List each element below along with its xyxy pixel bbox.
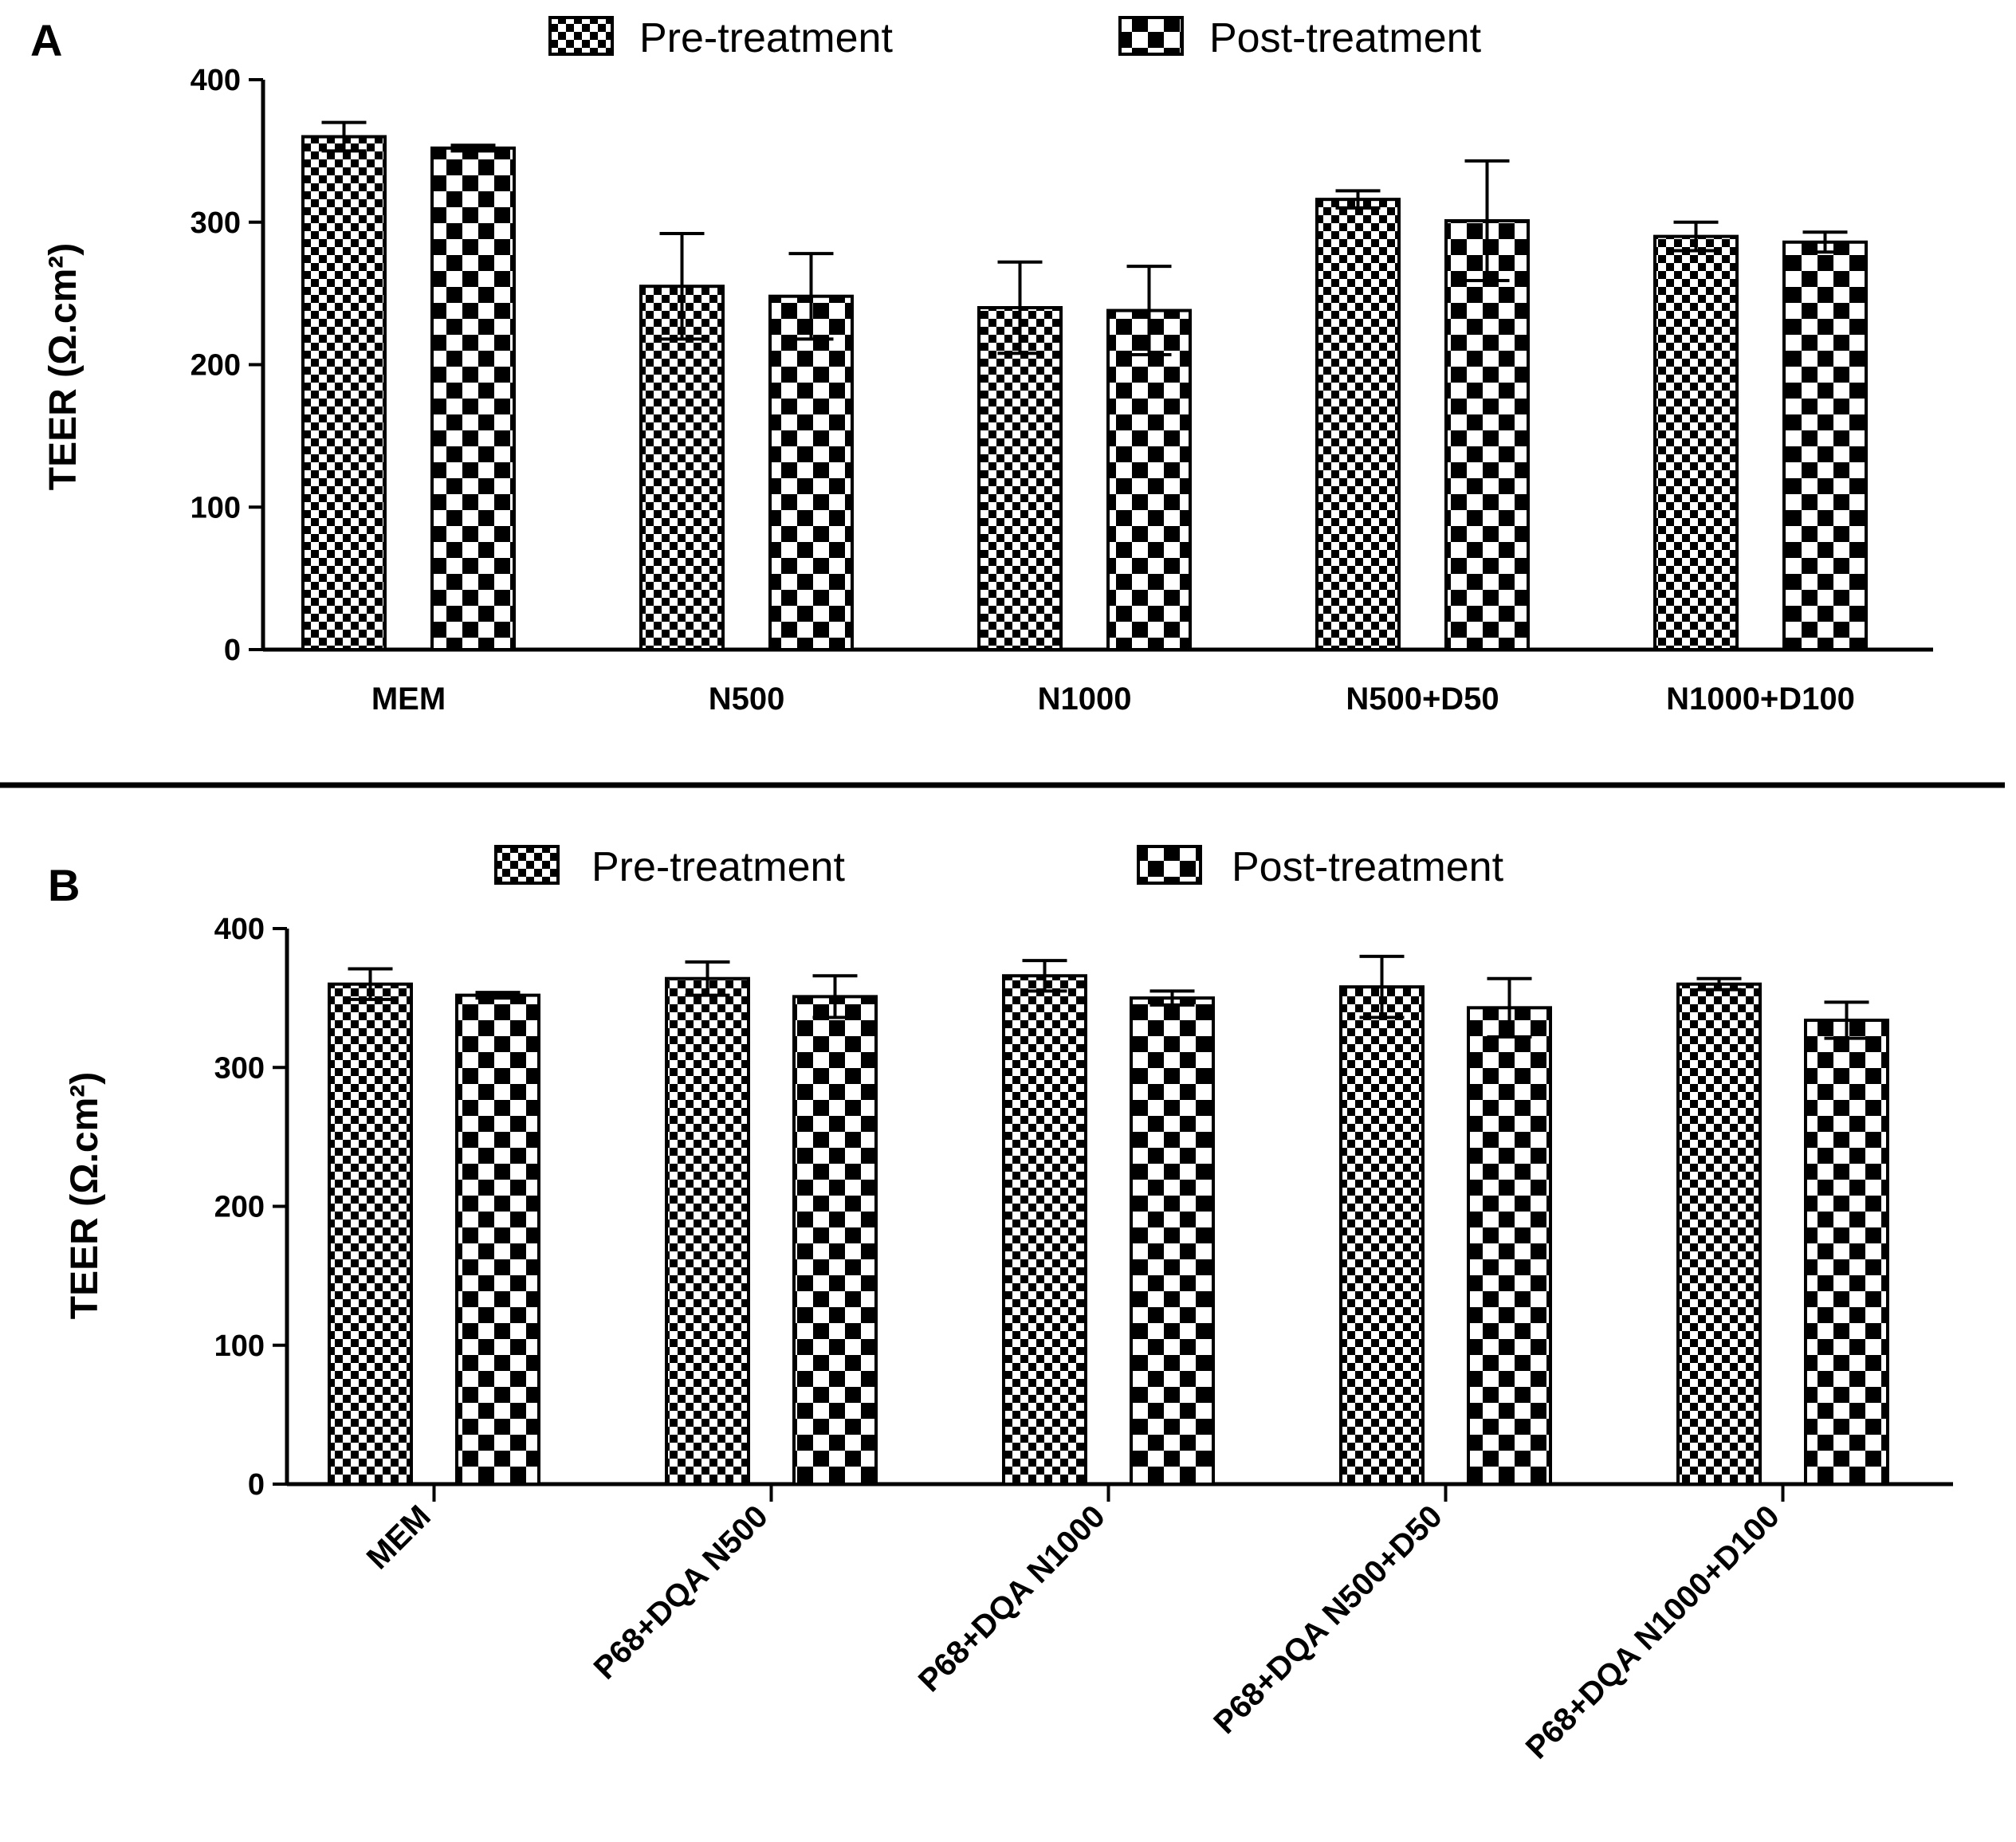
y-tick-label: 300 <box>214 1051 265 1085</box>
bar-post-category-0 <box>430 146 516 652</box>
panel-a: A Pre-treatment Post-treatment TEER (Ω.c… <box>30 15 1933 717</box>
panel-a-ylabel: TEER (Ω.cm²) <box>42 243 84 491</box>
bar-post-category-4 <box>1782 240 1868 651</box>
bar-pre-category-4 <box>1653 234 1739 651</box>
legend-a: Pre-treatment Post-treatment <box>548 15 1482 61</box>
x-category-label: P68+DQA N500+D50 <box>1207 1498 1449 1741</box>
plot-b: 0 100 200 300 400 MEM P68+DQA N500 P68+DQA N100… <box>214 913 1953 1765</box>
x-category-label: P68+DQA N1000+D100 <box>1519 1498 1786 1765</box>
y-tick-label: 200 <box>191 349 241 383</box>
bar-post-category-2 <box>1106 308 1192 651</box>
legend-b: Pre-treatment Post-treatment <box>494 844 1504 890</box>
bar-pre-category-0 <box>328 982 413 1486</box>
legend-a-pre-label: Pre-treatment <box>639 15 893 61</box>
panel-a-letter: A <box>30 15 62 65</box>
bar-pre-category-3 <box>1339 985 1425 1487</box>
x-category-label: MEM <box>371 681 446 717</box>
bar-pre-category-2 <box>1002 974 1087 1486</box>
legend-a-pre-swatch <box>548 16 614 56</box>
y-tick-label: 300 <box>191 206 241 240</box>
bar-post-category-1 <box>792 995 878 1486</box>
panel-b-letter: B <box>48 860 80 910</box>
x-category-label: N1000 <box>1038 681 1132 717</box>
bar-post-category-3 <box>1444 218 1530 651</box>
bar-pre-category-4 <box>1676 982 1762 1486</box>
legend-a-post-label: Post-treatment <box>1209 15 1482 61</box>
y-tick-label: 100 <box>191 491 241 524</box>
x-category-label: P68+DQA N500 <box>588 1498 775 1686</box>
x-category-label: MEM <box>360 1498 438 1576</box>
panel-b-ylabel: TEER (Ω.cm²) <box>64 1072 106 1320</box>
y-tick-label: 0 <box>224 634 241 667</box>
plot-a: 0 100 200 300 400 MEM N500 N1000 N500+D50 N1000+D… <box>191 64 1933 717</box>
y-tick-label: 200 <box>214 1191 265 1224</box>
bar-post-category-4 <box>1804 1019 1889 1486</box>
y-tick-label: 100 <box>214 1329 265 1363</box>
legend-b-post-label: Post-treatment <box>1232 844 1504 890</box>
bar-post-category-1 <box>768 294 854 651</box>
bar-pre-category-3 <box>1315 198 1401 651</box>
x-category-label: N500 <box>709 681 785 717</box>
bar-post-category-2 <box>1130 996 1215 1486</box>
y-tick-label: 0 <box>248 1468 265 1502</box>
panel-b: B Pre-treatment Post-treatment TEER (Ω.c… <box>48 844 1953 1765</box>
bar-pre-category-0 <box>301 135 387 651</box>
bar-pre-category-2 <box>977 306 1063 651</box>
bar-post-category-3 <box>1467 1006 1552 1486</box>
bar-pre-category-1 <box>665 976 750 1486</box>
legend-a-post-swatch <box>1118 16 1184 56</box>
bar-post-category-0 <box>455 993 540 1486</box>
legend-b-pre-label: Pre-treatment <box>591 844 845 890</box>
x-category-label: N500+D50 <box>1346 681 1499 717</box>
x-category-label: P68+DQA N1000 <box>912 1498 1112 1699</box>
x-category-label: N1000+D100 <box>1666 681 1855 717</box>
y-tick-label: 400 <box>191 64 241 97</box>
legend-b-post-swatch <box>1137 845 1202 885</box>
bar-pre-category-1 <box>639 285 725 651</box>
legend-b-pre-swatch <box>494 845 560 885</box>
y-tick-label: 400 <box>214 913 265 946</box>
